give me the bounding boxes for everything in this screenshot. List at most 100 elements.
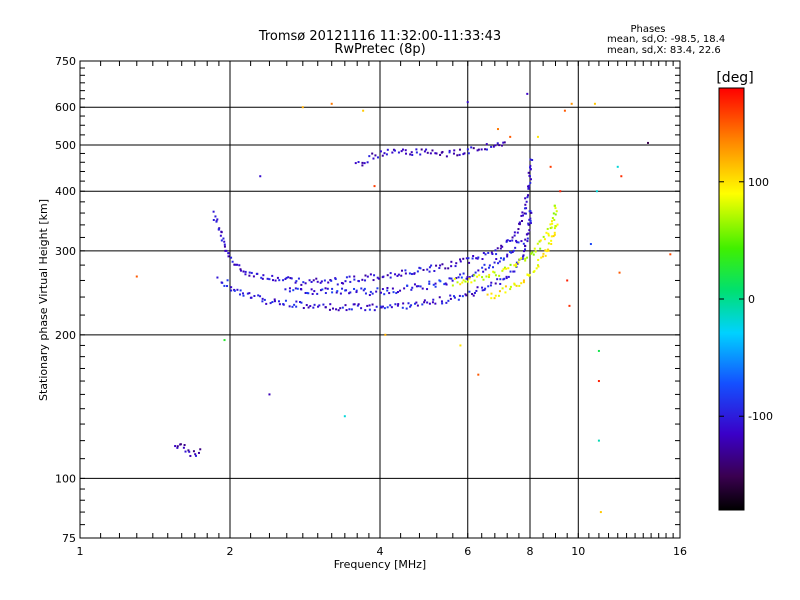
trace-point	[501, 245, 504, 248]
trace-point	[464, 280, 467, 283]
trace-point	[434, 285, 437, 288]
trace-point	[444, 282, 447, 285]
trace-point	[394, 273, 397, 276]
trace-point	[376, 156, 379, 159]
trace-point	[392, 148, 395, 151]
trace-point	[527, 232, 530, 235]
trace-point	[490, 145, 493, 148]
trace-point	[230, 286, 233, 289]
trace-point	[547, 248, 550, 251]
trace-point	[376, 287, 379, 290]
trace-point	[478, 274, 481, 277]
trace-point	[262, 274, 265, 277]
trace-point	[460, 276, 463, 279]
trace-point	[550, 220, 553, 223]
trace-point	[312, 306, 315, 309]
trace-point	[515, 239, 518, 242]
trace-point	[553, 233, 556, 236]
trace-point	[337, 309, 340, 312]
trace-point	[332, 307, 335, 310]
outlier-point	[595, 190, 598, 193]
trace-point	[520, 257, 523, 260]
trace-point	[490, 297, 493, 300]
x-tick-label: 6	[464, 545, 471, 558]
trace-point	[528, 218, 531, 221]
trace-point	[375, 305, 378, 308]
trace-point	[473, 274, 476, 277]
trace-point	[526, 196, 529, 199]
trace-point	[423, 299, 426, 302]
trace-point	[475, 289, 478, 292]
x-tick-labels: 1 2 4 6 8 10 16	[77, 545, 688, 558]
trace-point	[499, 282, 502, 285]
trace-point	[368, 294, 371, 297]
trace-point	[463, 152, 466, 155]
outlier-point	[373, 185, 376, 188]
trace-point	[547, 234, 550, 237]
trace-point	[493, 271, 496, 274]
trace-point	[406, 284, 409, 287]
trace-point	[226, 285, 229, 288]
trace-point	[530, 252, 533, 255]
trace-point	[319, 289, 322, 292]
trace-point	[522, 242, 525, 245]
trace-point	[487, 251, 490, 254]
trace-point	[531, 158, 534, 161]
trace-point	[513, 264, 516, 267]
trace-point	[368, 308, 371, 311]
trace-point	[350, 308, 353, 311]
trace-point	[360, 307, 363, 310]
trace-point	[506, 239, 509, 242]
trace-point	[453, 277, 456, 280]
trace-point	[222, 237, 225, 240]
trace-point	[284, 299, 287, 302]
x-tick-label: 4	[377, 545, 384, 558]
trace-point	[510, 251, 513, 254]
trace-point	[296, 287, 299, 290]
trace-point	[321, 288, 324, 291]
trace-point	[527, 187, 530, 190]
trace-point	[389, 304, 392, 307]
trace-point	[423, 150, 426, 153]
trace-point	[255, 272, 258, 275]
trace-point	[492, 145, 495, 148]
trace-point	[214, 215, 217, 218]
trace-point	[410, 273, 413, 276]
trace-point	[523, 207, 526, 210]
trace-point	[310, 281, 313, 284]
trace-point	[376, 276, 379, 279]
outlier-point	[559, 190, 562, 193]
trace-point	[397, 151, 400, 154]
trace-point	[477, 269, 480, 272]
trace-point	[425, 148, 428, 151]
trace-point	[400, 150, 403, 153]
trace-point	[408, 272, 411, 275]
outlier-point	[616, 165, 619, 168]
trace-point	[428, 280, 431, 283]
trace-point	[401, 306, 404, 309]
trace-point	[366, 275, 369, 278]
trace-point	[389, 272, 392, 275]
trace-point	[294, 287, 297, 290]
trace-point	[423, 301, 426, 304]
trace-point	[278, 279, 281, 282]
trace-point	[529, 168, 532, 171]
trace-point	[315, 277, 318, 280]
trace-point	[395, 292, 398, 295]
trace-point	[449, 294, 452, 297]
trace-point	[176, 445, 179, 448]
plot-frame	[79, 60, 681, 539]
trace-point	[533, 270, 536, 273]
trace-point	[290, 277, 293, 280]
trace-point	[494, 294, 497, 297]
trace-point	[372, 157, 375, 160]
trace-point	[461, 295, 464, 298]
trace-point	[375, 290, 378, 293]
trace-point	[483, 263, 486, 266]
trace-point	[516, 231, 519, 234]
outlier-point	[549, 165, 552, 168]
trace-point	[544, 249, 547, 252]
trace-point	[419, 285, 422, 288]
trace-point	[518, 222, 521, 225]
trace-point	[506, 255, 509, 258]
